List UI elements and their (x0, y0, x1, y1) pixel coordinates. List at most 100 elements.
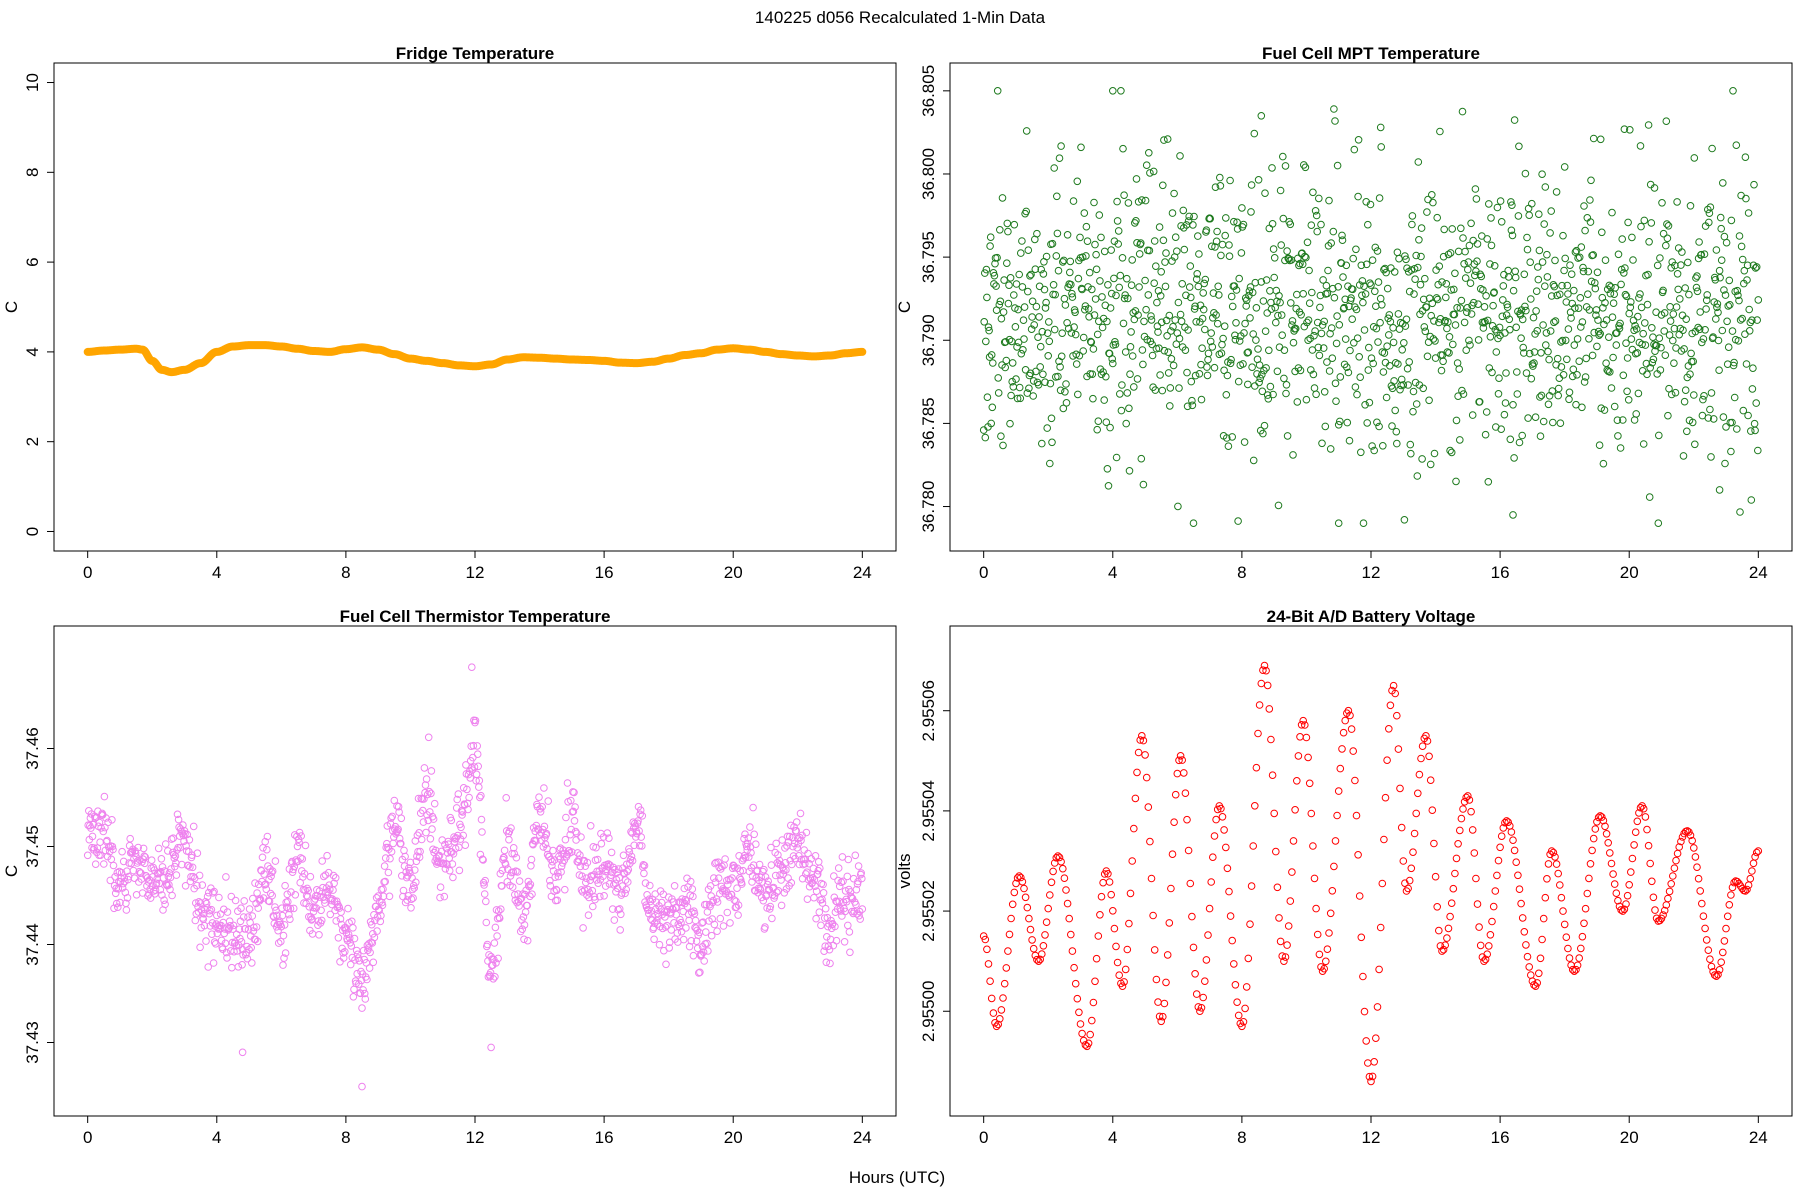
data-point (1714, 970, 1722, 979)
data-point (1303, 318, 1311, 327)
data-point (339, 949, 348, 957)
data-point (202, 937, 210, 945)
data-point (1072, 360, 1081, 368)
data-point (1274, 311, 1282, 320)
data-point (267, 868, 276, 877)
data-point (1090, 198, 1098, 207)
data-point (1289, 451, 1297, 459)
data-point (1233, 998, 1241, 1007)
data-point (461, 841, 470, 850)
data-point (1028, 936, 1036, 944)
data-point (1364, 366, 1373, 374)
data-point (1319, 276, 1327, 284)
data-point (134, 843, 142, 852)
data-point (1722, 924, 1730, 933)
data-point (1301, 252, 1309, 261)
data-point (1013, 343, 1021, 351)
data-point (1391, 689, 1399, 698)
data-point (1405, 876, 1414, 885)
data-point (1074, 274, 1083, 283)
data-point (1112, 291, 1120, 300)
data-point (507, 824, 515, 832)
data-point (1538, 935, 1546, 944)
data-point (1627, 335, 1636, 343)
data-point (1699, 395, 1707, 404)
data-point (1497, 218, 1506, 226)
data-point (702, 900, 711, 909)
data-point (1754, 446, 1762, 455)
data-point (314, 917, 323, 925)
data-point (1196, 1007, 1204, 1016)
data-point (826, 959, 834, 968)
data-point (1334, 519, 1343, 528)
data-point (1346, 346, 1354, 355)
data-point (1451, 321, 1460, 329)
data-point (1141, 196, 1150, 205)
data-point (1155, 223, 1164, 231)
data-point (1594, 316, 1602, 324)
data-point (1408, 212, 1417, 220)
data-point (156, 885, 165, 894)
data-point (1092, 250, 1100, 259)
data-point (424, 816, 433, 825)
data-point (475, 776, 484, 785)
data-point (1414, 263, 1422, 272)
data-point (603, 829, 612, 837)
data-point (1373, 1003, 1382, 1011)
data-point (1610, 880, 1619, 888)
data-point (1558, 336, 1567, 345)
data-point (1572, 965, 1580, 974)
data-point (1741, 887, 1750, 895)
data-point (1626, 303, 1635, 312)
data-point (1556, 881, 1564, 889)
data-point (1481, 430, 1490, 439)
data-point (1211, 243, 1219, 251)
data-point (1541, 183, 1550, 191)
data-point (1550, 318, 1558, 327)
data-point (1428, 806, 1437, 815)
data-point (1007, 391, 1015, 400)
data-point (1275, 292, 1283, 300)
data-point (1279, 214, 1288, 223)
data-point (1176, 310, 1185, 319)
data-point (1588, 846, 1596, 855)
data-point (425, 787, 434, 796)
data-point (126, 834, 134, 843)
data-point (1352, 811, 1361, 820)
data-point (1526, 258, 1534, 267)
data-point (1675, 843, 1683, 851)
data-point (1548, 387, 1557, 395)
data-point (1106, 423, 1114, 432)
data-point (1621, 290, 1630, 299)
data-point (427, 767, 436, 775)
data-point (1439, 357, 1447, 366)
data-point (1357, 448, 1365, 457)
data-point (1035, 313, 1043, 321)
data-point (1412, 400, 1421, 408)
data-point (1156, 371, 1164, 379)
data-point (1311, 207, 1320, 215)
data-point (1261, 327, 1270, 336)
data-point (996, 226, 1004, 234)
data-point (1607, 283, 1615, 291)
data-point (629, 818, 638, 827)
data-point (1686, 202, 1695, 210)
data-point (1409, 407, 1417, 416)
data-point (733, 884, 741, 893)
data-point (1679, 452, 1688, 460)
data-point (1494, 390, 1503, 398)
data-point (419, 818, 428, 826)
data-point (1223, 371, 1232, 380)
data-point (1233, 225, 1242, 233)
data-point (1272, 318, 1280, 327)
data-point (211, 940, 220, 948)
data-point (1323, 945, 1332, 954)
data-point (1226, 912, 1235, 920)
x-tick-label: 8 (341, 563, 350, 582)
data-point (1173, 247, 1181, 255)
data-point (421, 781, 430, 789)
data-point (1510, 846, 1519, 855)
data-point (493, 932, 501, 940)
data-point (1595, 331, 1603, 340)
panel-title: Fuel Cell Thermistor Temperature (340, 607, 611, 626)
